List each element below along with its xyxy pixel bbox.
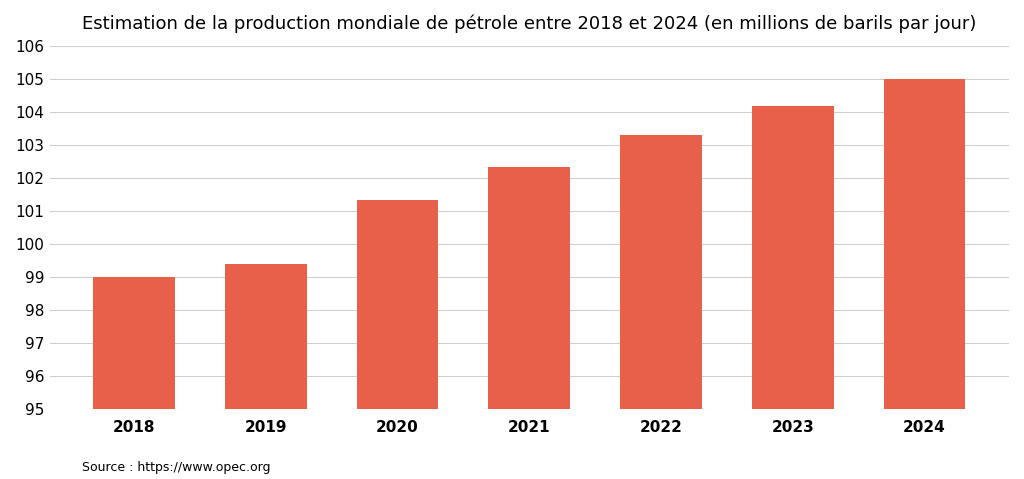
Bar <box>488 167 570 409</box>
Bar <box>225 264 306 409</box>
Title: Estimation de la production mondiale de pétrole entre 2018 et 2024 (en millions : Estimation de la production mondiale de … <box>82 15 977 34</box>
Bar <box>93 277 175 409</box>
Bar <box>884 79 966 409</box>
Bar <box>356 200 438 409</box>
Text: Source : https://www.opec.org: Source : https://www.opec.org <box>82 461 270 474</box>
Bar <box>752 105 834 409</box>
Bar <box>621 135 701 409</box>
